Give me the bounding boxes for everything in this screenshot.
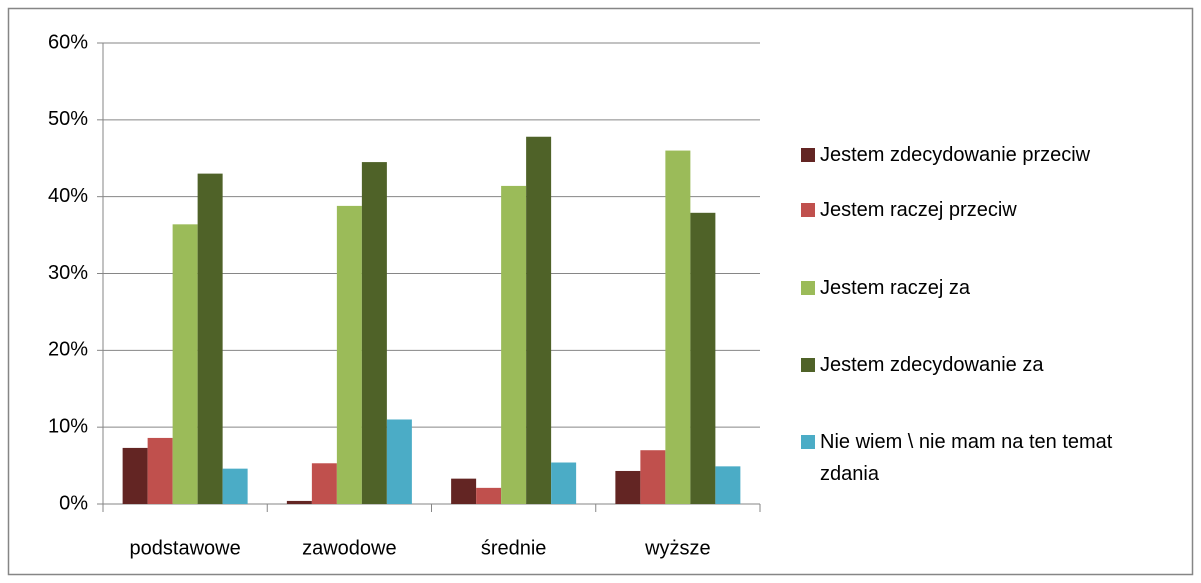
y-tick-label: 0% bbox=[59, 492, 88, 514]
bar bbox=[665, 150, 691, 505]
legend-swatch bbox=[801, 358, 815, 372]
bar bbox=[476, 487, 502, 504]
x-tick-label: podstawowe bbox=[130, 537, 241, 559]
y-tick-label: 30% bbox=[48, 262, 88, 284]
legend-label: Jestem zdecydowanie za bbox=[820, 354, 1044, 376]
x-tick-label: zawodowe bbox=[302, 537, 397, 559]
bar bbox=[501, 185, 527, 504]
legend-swatch bbox=[801, 435, 815, 449]
legend-label: Jestem zdecydowanie przeciw bbox=[820, 144, 1091, 166]
legend-label: Jestem raczej przeciw bbox=[820, 199, 1017, 221]
bar bbox=[640, 450, 666, 504]
bar bbox=[690, 212, 716, 504]
bar bbox=[222, 468, 248, 504]
legend-entry: Jestem raczej za bbox=[820, 277, 971, 299]
x-tick-label: średnie bbox=[481, 537, 547, 559]
legend-entry: Jestem zdecydowanie za bbox=[820, 354, 1044, 376]
bar bbox=[551, 462, 577, 504]
bar bbox=[451, 478, 477, 504]
bar bbox=[615, 470, 641, 504]
y-tick-label: 10% bbox=[48, 415, 88, 437]
x-tick-label: wyższe bbox=[644, 537, 711, 559]
y-tick-label: 50% bbox=[48, 108, 88, 130]
legend-entry: Nie wiem \ nie mam na ten temat zdania bbox=[820, 431, 1113, 485]
bar bbox=[715, 466, 741, 504]
legend-label: Jestem raczej za bbox=[820, 277, 971, 299]
bar bbox=[526, 136, 552, 504]
bar bbox=[197, 173, 223, 504]
bar bbox=[361, 162, 387, 504]
bar bbox=[311, 463, 337, 504]
legend-entry: Jestem zdecydowanie przeciw bbox=[820, 144, 1091, 166]
legend-entry: Jestem raczej przeciw bbox=[820, 199, 1017, 221]
y-tick-label: 60% bbox=[48, 31, 88, 53]
bar bbox=[147, 437, 173, 504]
legend-swatch bbox=[801, 281, 815, 295]
bar bbox=[122, 447, 148, 504]
bar bbox=[336, 205, 362, 505]
legend-label: Nie wiem \ nie mam na ten temat zdania bbox=[820, 431, 1113, 485]
legend-swatch bbox=[801, 148, 815, 162]
y-tick-label: 20% bbox=[48, 339, 88, 361]
bar bbox=[386, 419, 412, 504]
bar bbox=[286, 500, 312, 504]
legend-swatch bbox=[801, 203, 815, 217]
bar bbox=[172, 224, 198, 504]
y-tick-label: 40% bbox=[48, 185, 88, 207]
